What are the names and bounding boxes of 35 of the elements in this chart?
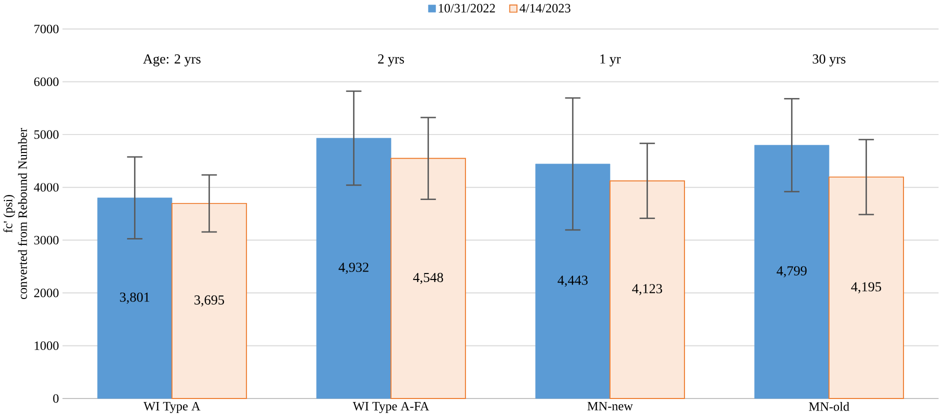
data-label: 4,932 <box>338 262 368 274</box>
data-label: 4,195 <box>851 282 882 294</box>
bar <box>535 164 610 399</box>
x-tick-label: WI Type A <box>144 402 200 413</box>
annotation: Age: 2 yrs <box>143 54 201 66</box>
y-tick-label: 0 <box>53 394 59 403</box>
y-tick-label: 2000 <box>34 288 59 298</box>
bar <box>754 144 830 399</box>
data-label: 4,443 <box>558 276 588 287</box>
x-tick-label: MN-new <box>587 402 633 410</box>
data-label: 4,799 <box>776 266 807 278</box>
y-tick-label: 7000 <box>34 24 59 34</box>
legend-label: 4/14/2023 <box>520 4 570 12</box>
data-label: 3,801 <box>120 292 150 304</box>
y-tick-label: 4000 <box>34 182 59 192</box>
data-label: 4,123 <box>632 284 662 296</box>
y-tick-label: 1000 <box>34 341 59 350</box>
y-tick-label: 5000 <box>34 130 59 139</box>
x-tick-label: WI Type A-FA <box>352 402 430 413</box>
bar <box>97 198 172 399</box>
annotation: 30 yrs <box>812 54 846 66</box>
annotation: 2 yrs <box>378 54 404 66</box>
bar <box>828 176 904 399</box>
data-label: 4,548 <box>413 272 444 284</box>
x-tick-label: MN-old <box>808 402 850 411</box>
y-tick-label: 6000 <box>34 77 59 86</box>
bar <box>316 138 392 399</box>
bar <box>171 202 247 399</box>
bar <box>610 180 685 399</box>
annotation: 1 yr <box>600 54 621 66</box>
y-tick-label: 3000 <box>34 236 59 244</box>
y-axis-title: fc' (psi) converted from Rebound Number <box>3 128 27 299</box>
bar <box>390 158 466 399</box>
legend-label: 10/31/2022 <box>438 4 495 12</box>
data-label: 3,695 <box>194 295 224 306</box>
